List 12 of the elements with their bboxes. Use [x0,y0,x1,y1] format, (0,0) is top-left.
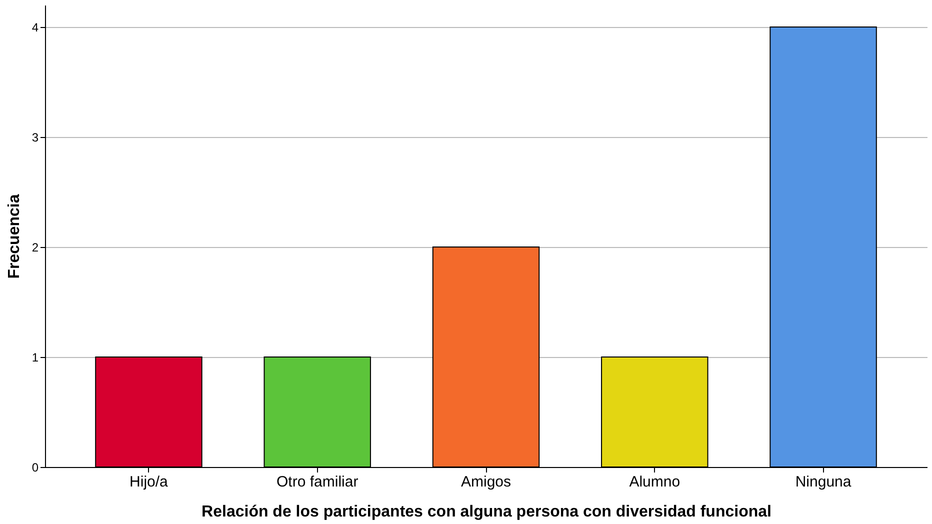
x-tick-label: Amigos [460,474,512,490]
x-tick-label: Hijo/a [130,474,169,490]
x-tick-label: Ninguna [795,474,852,490]
y-tick-label: 3 [32,130,39,144]
x-tick-label: Otro familiar [276,474,358,490]
y-tick-label: 0 [32,460,39,474]
y-tick-label: 2 [32,240,39,254]
y-tick-label: 4 [32,20,39,34]
x-axis-title: Relación de los participantes con alguna persona con diversidad funcional [202,504,772,520]
x-tick-label: Alumno [629,474,680,490]
y-axis-title: Frecuencia [6,194,23,279]
y-tick-label: 1 [32,350,39,364]
